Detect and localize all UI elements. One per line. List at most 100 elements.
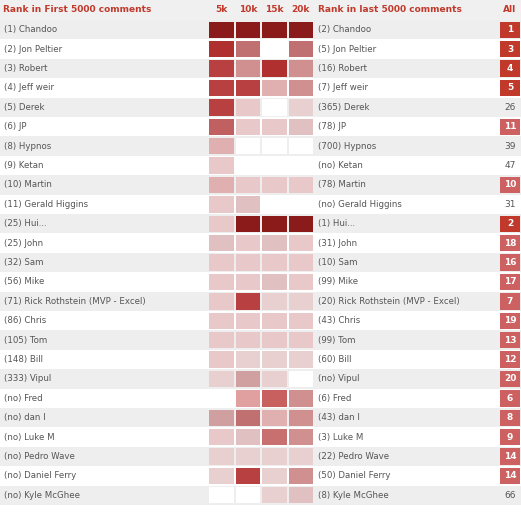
Text: 7: 7	[507, 297, 513, 306]
Text: All: All	[503, 5, 517, 14]
Bar	[235, 235, 260, 251]
Bar	[500, 254, 520, 271]
Bar	[0, 389, 521, 408]
Bar	[0, 20, 521, 39]
Text: (2) Jon Peltier: (2) Jon Peltier	[4, 44, 62, 53]
Text: 3: 3	[507, 44, 513, 53]
Text: (no) Ketan: (no) Ketan	[318, 161, 363, 170]
Bar	[262, 487, 287, 504]
Bar	[235, 448, 260, 464]
Text: (7) Jeff weir: (7) Jeff weir	[318, 84, 368, 93]
Text: (60) Bill: (60) Bill	[318, 355, 352, 364]
Bar	[209, 313, 233, 329]
Text: (4) Jeff weir: (4) Jeff weir	[4, 84, 54, 93]
Bar	[289, 196, 313, 213]
Text: (no) Gerald Higgins: (no) Gerald Higgins	[318, 200, 402, 209]
Bar	[500, 80, 520, 96]
Text: (99) Mike: (99) Mike	[318, 277, 358, 286]
Text: 20: 20	[504, 375, 516, 384]
Text: (5) Jon Peltier: (5) Jon Peltier	[318, 44, 376, 53]
Bar	[235, 215, 260, 232]
Text: Rank in last 5000 comments: Rank in last 5000 comments	[318, 5, 462, 14]
Bar	[209, 235, 233, 251]
Text: (no) Kyle McGhee: (no) Kyle McGhee	[4, 491, 80, 500]
Bar	[235, 60, 260, 77]
Bar	[209, 332, 233, 348]
Text: 8: 8	[507, 413, 513, 422]
Text: Rank in First 5000 comments: Rank in First 5000 comments	[3, 5, 152, 14]
Bar	[209, 468, 233, 484]
Bar	[289, 273, 313, 290]
Text: (71) Rick Rothstein (MVP - Excel): (71) Rick Rothstein (MVP - Excel)	[4, 297, 146, 306]
Bar	[209, 41, 233, 57]
Bar	[0, 466, 521, 486]
Text: 10k: 10k	[239, 5, 257, 14]
Bar	[235, 487, 260, 504]
Bar	[289, 313, 313, 329]
Bar	[500, 273, 520, 290]
Bar	[209, 448, 233, 464]
Bar	[209, 138, 233, 154]
Bar	[262, 157, 287, 174]
Text: 26: 26	[504, 103, 516, 112]
Text: 20k: 20k	[292, 5, 310, 14]
Bar	[289, 177, 313, 193]
Bar	[0, 175, 521, 195]
Bar	[289, 80, 313, 96]
Bar	[262, 351, 287, 368]
Text: (1) Hui...: (1) Hui...	[318, 219, 355, 228]
Text: (6) Fred: (6) Fred	[318, 394, 351, 403]
Bar	[235, 468, 260, 484]
Text: (25) John: (25) John	[4, 239, 43, 248]
Bar	[235, 351, 260, 368]
Bar	[0, 408, 521, 427]
Bar	[209, 293, 233, 309]
Text: (105) Tom: (105) Tom	[4, 335, 47, 344]
Bar	[209, 351, 233, 368]
Bar	[262, 254, 287, 271]
Bar	[289, 351, 313, 368]
Bar	[289, 157, 313, 174]
Bar	[500, 293, 520, 309]
Bar	[500, 118, 520, 135]
Bar	[0, 156, 521, 175]
Bar	[289, 22, 313, 38]
Bar	[289, 41, 313, 57]
Bar	[209, 60, 233, 77]
Bar	[262, 313, 287, 329]
Bar	[500, 313, 520, 329]
Bar	[0, 214, 521, 233]
Bar	[262, 235, 287, 251]
Bar	[0, 39, 521, 59]
Text: (99) Tom: (99) Tom	[318, 335, 355, 344]
Bar	[209, 273, 233, 290]
Bar	[500, 468, 520, 484]
Bar	[0, 0, 521, 20]
Text: (3) Robert: (3) Robert	[4, 64, 47, 73]
Bar	[500, 22, 520, 38]
Text: (11) Gerald Higgins: (11) Gerald Higgins	[4, 200, 88, 209]
Bar	[0, 350, 521, 369]
Text: 19: 19	[504, 316, 516, 325]
Bar	[262, 468, 287, 484]
Bar	[0, 272, 521, 291]
Text: (10) Sam: (10) Sam	[318, 258, 357, 267]
Bar	[289, 215, 313, 232]
Text: 18: 18	[504, 239, 516, 248]
Bar	[262, 332, 287, 348]
Text: 11: 11	[504, 122, 516, 131]
Text: 5: 5	[507, 84, 513, 93]
Bar	[0, 291, 521, 311]
Text: (no) Luke M: (no) Luke M	[4, 433, 55, 442]
Bar	[235, 313, 260, 329]
Text: 12: 12	[504, 355, 516, 364]
Bar	[289, 293, 313, 309]
Text: 39: 39	[504, 142, 516, 151]
Bar	[0, 486, 521, 505]
Text: (78) Martin: (78) Martin	[318, 180, 366, 189]
Bar	[209, 118, 233, 135]
Bar	[289, 138, 313, 154]
Bar	[0, 427, 521, 447]
Text: (5) Derek: (5) Derek	[4, 103, 44, 112]
Text: 1: 1	[507, 25, 513, 34]
